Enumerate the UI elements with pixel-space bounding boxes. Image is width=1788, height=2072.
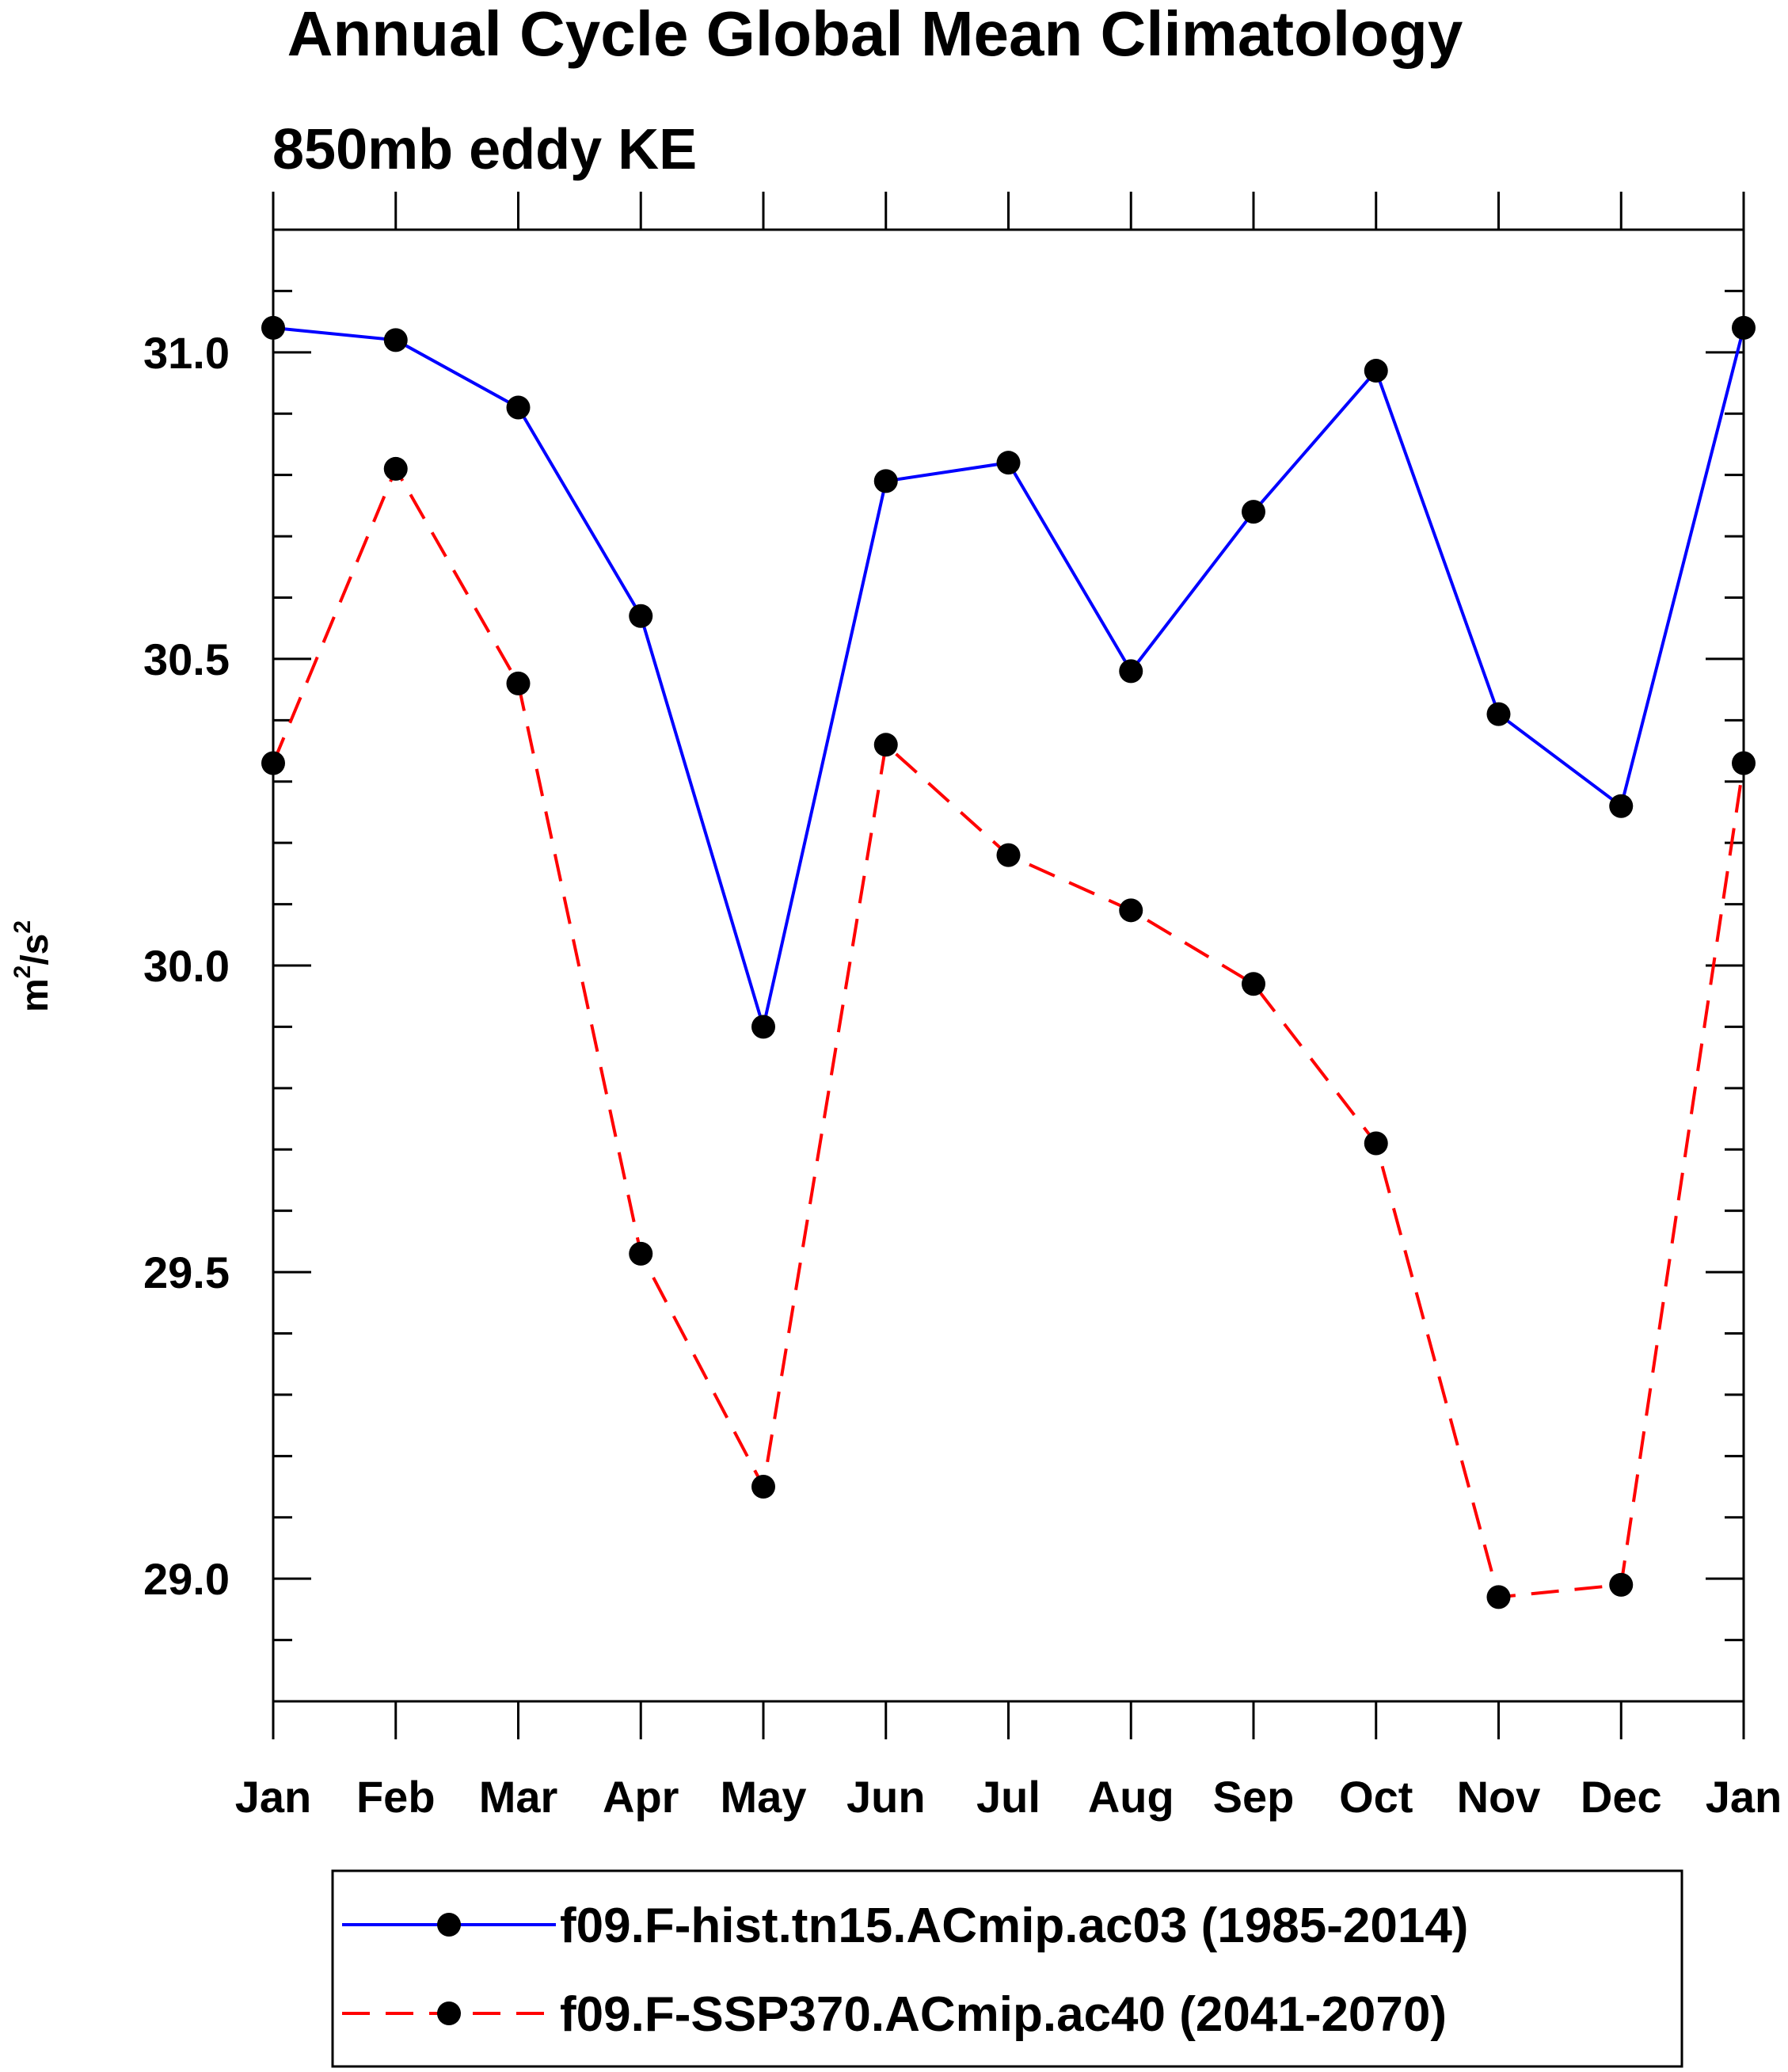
data-point-series-1 — [383, 456, 408, 481]
data-point-series-1 — [1364, 1131, 1388, 1156]
data-point-series-0 — [383, 328, 408, 352]
data-point-series-1 — [751, 1475, 775, 1499]
data-point-series-1 — [996, 843, 1021, 867]
chart-subtitle: 850mb eddy KE — [272, 118, 697, 181]
legend: f09.F-hist.tn15.ACmip.ac03 (1985-2014) f… — [331, 1869, 1683, 2068]
data-point-series-0 — [1486, 702, 1511, 726]
data-point-series-0 — [1242, 500, 1265, 524]
data-point-series-1 — [1732, 751, 1756, 775]
data-point-series-0 — [873, 469, 898, 493]
plot-frame — [272, 228, 1745, 1703]
legend-marker-ssp — [437, 2002, 461, 2025]
x-tick-label: Sep — [1213, 1772, 1295, 1822]
y-axis-label-sup2: 2 — [10, 920, 36, 934]
data-point-series-1 — [629, 1241, 653, 1266]
y-tick-label: 31.0 — [143, 328, 230, 378]
y-tick-label: 29.5 — [143, 1247, 230, 1297]
data-point-series-1 — [1242, 972, 1265, 996]
y-axis-ticks — [273, 289, 1744, 1642]
data-point-series-1 — [1486, 1585, 1511, 1609]
y-axis-label: m2/s2 — [10, 920, 56, 1012]
x-tick-label: Apr — [603, 1772, 679, 1822]
data-point-series-0 — [1119, 659, 1143, 684]
data-point-series-0 — [1732, 315, 1756, 340]
y-axis-label-sup1: 2 — [10, 966, 36, 979]
y-tick-label: 30.5 — [143, 634, 230, 684]
data-point-series-0 — [261, 315, 285, 340]
x-tick-label: May — [721, 1772, 807, 1822]
x-tick-label: Jun — [846, 1772, 926, 1822]
legend-marker-hist — [437, 1913, 461, 1937]
x-tick-label: Mar — [479, 1772, 558, 1822]
legend-label-hist: f09.F-hist.tn15.ACmip.ac03 (1985-2014) — [560, 1899, 1468, 1953]
chart-title: Annual Cycle Global Mean Climatology — [287, 0, 1463, 69]
series-line-1 — [272, 465, 1745, 1599]
x-axis-tick-labels: Jan Feb Mar Apr May Jun Jul Aug Sep Oct Nov Dec Jan — [235, 1772, 1782, 1822]
data-point-series-0 — [629, 604, 653, 628]
data-point-series-0 — [1609, 794, 1634, 818]
x-tick-label: Oct — [1339, 1772, 1413, 1822]
y-axis-tick-labels: 29.0 29.5 30.0 30.5 31.0 — [143, 328, 230, 1604]
y-tick-label: 29.0 — [143, 1554, 230, 1604]
y-axis-label-mid: /s — [14, 934, 56, 966]
series-markers — [261, 315, 1756, 1609]
x-tick-label: Jan — [235, 1772, 312, 1822]
x-tick-label: Jan — [1706, 1772, 1782, 1822]
data-point-series-1 — [1609, 1572, 1634, 1597]
series-line-0 — [272, 326, 1745, 1034]
data-point-series-0 — [751, 1015, 775, 1039]
x-tick-label: Dec — [1581, 1772, 1662, 1822]
x-tick-label: Jul — [976, 1772, 1040, 1822]
legend-box — [331, 1869, 1683, 2068]
data-point-series-0 — [1364, 359, 1388, 383]
data-point-series-1 — [506, 671, 531, 695]
y-axis-label-base: m — [14, 978, 56, 1012]
x-tick-label: Feb — [356, 1772, 436, 1822]
y-tick-label: 30.0 — [143, 941, 230, 991]
data-point-series-0 — [506, 395, 531, 420]
x-tick-label: Aug — [1088, 1772, 1174, 1822]
data-point-series-0 — [996, 451, 1021, 475]
data-point-series-1 — [873, 733, 898, 757]
data-point-series-1 — [1119, 898, 1143, 923]
x-axis-ticks — [272, 192, 1745, 1739]
series-lines — [272, 326, 1745, 1599]
x-tick-label: Nov — [1457, 1772, 1541, 1822]
legend-label-ssp: f09.F-SSP370.ACmip.ac40 (2041-2070) — [560, 1987, 1447, 2042]
data-point-series-1 — [261, 751, 285, 775]
